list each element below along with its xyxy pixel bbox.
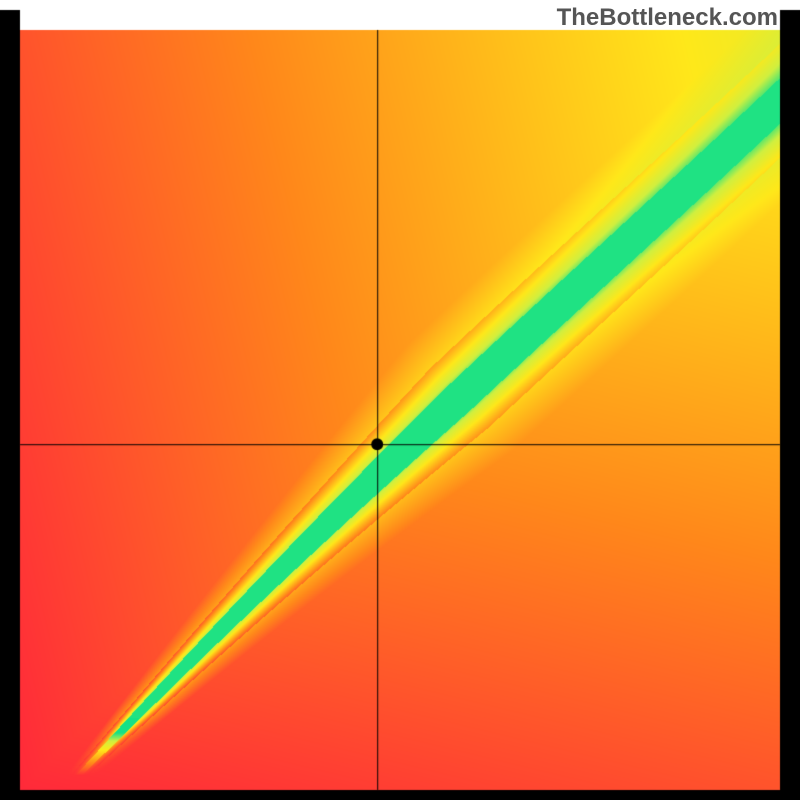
overlay-canvas xyxy=(0,0,800,800)
chart-container: TheBottleneck.com xyxy=(0,0,800,800)
watermark-text: TheBottleneck.com xyxy=(557,4,778,32)
